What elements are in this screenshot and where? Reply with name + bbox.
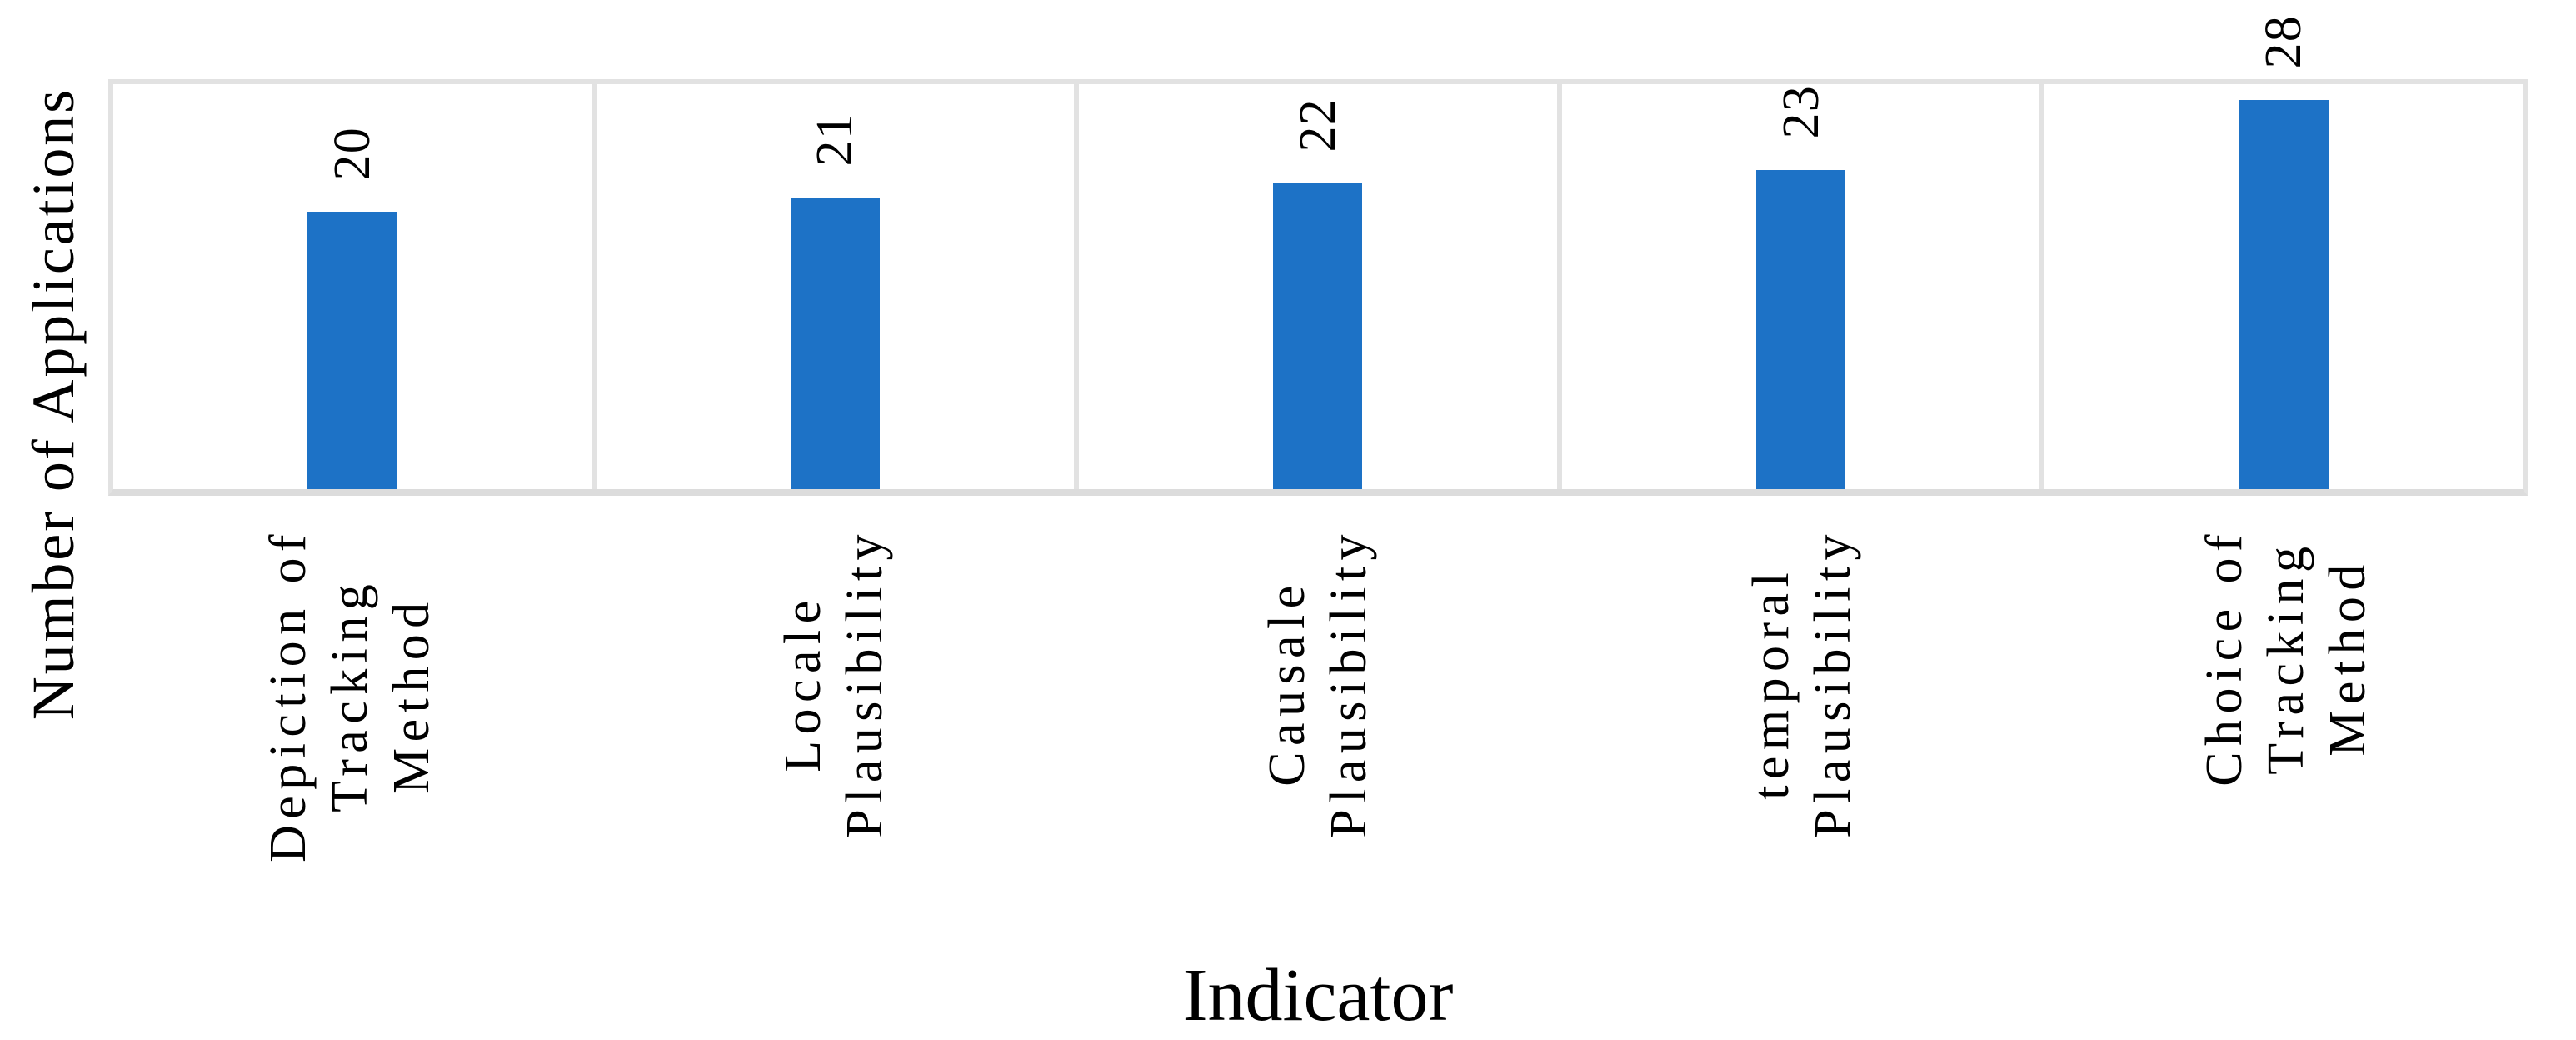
bar-value-label: 21 [806, 112, 864, 166]
x-axis-title: Indicator [1182, 954, 1454, 1037]
chart-panel: 21 [597, 84, 1080, 489]
bar [307, 212, 397, 489]
bar [1756, 170, 1846, 489]
y-axis-title-area: Number of Applications [7, 71, 100, 738]
category-label: Depiction of Tracking Method [260, 528, 441, 862]
bar [2239, 100, 2329, 489]
category-label: Choice of Tracking Method [2195, 528, 2376, 787]
bar [1273, 183, 1363, 489]
bar-value-label: 20 [323, 126, 381, 180]
bar-value-label: 22 [1289, 98, 1346, 152]
chart-panel: 22 [1079, 84, 1562, 489]
bar-value-label: 23 [1772, 84, 1830, 138]
chart-panel: 28 [2044, 15, 2523, 489]
chart-panel: 20 [113, 84, 597, 489]
chart-panel: 23 [1562, 84, 2045, 489]
category-label: Locale Plausibility [775, 528, 894, 838]
plot-area: 20 21 22 23 28 [108, 15, 2528, 496]
category-label: temporal Plausibility [1742, 528, 1861, 838]
bar [790, 198, 880, 489]
bar-value-label: 28 [2255, 14, 2313, 68]
category-label: Causale Plausibility [1258, 528, 1377, 838]
category-axis: Depiction of Tracking Method Locale Plau… [108, 528, 2528, 953]
y-axis-title: Number of Applications [20, 88, 87, 721]
